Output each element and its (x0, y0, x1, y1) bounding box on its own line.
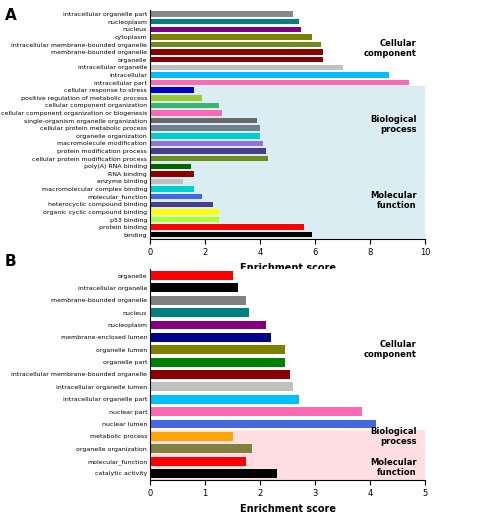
Bar (150, 156, 268, 162)
Bar (150, 27, 301, 32)
Bar (150, 457, 246, 466)
Bar (150, 72, 389, 77)
Bar (150, 42, 320, 47)
Bar (150, 202, 213, 207)
Text: A: A (5, 8, 17, 23)
Bar (150, 430, 425, 467)
Text: Biological
process: Biological process (370, 115, 417, 134)
Text: B: B (5, 254, 16, 269)
Bar (150, 321, 266, 329)
Bar (150, 308, 249, 317)
Bar (150, 126, 260, 131)
Bar (150, 345, 285, 354)
X-axis label: Enrichment score: Enrichment score (240, 504, 336, 513)
Bar (150, 87, 194, 93)
Bar (150, 217, 219, 222)
Bar (150, 80, 408, 85)
Bar (150, 179, 183, 184)
Bar (150, 49, 323, 55)
Bar (150, 395, 298, 404)
Bar (150, 467, 425, 480)
Bar (150, 171, 194, 176)
Bar (150, 141, 263, 146)
Bar (150, 444, 252, 453)
Bar (150, 103, 219, 108)
Bar (150, 110, 222, 116)
Bar (150, 209, 219, 214)
Bar (150, 269, 425, 430)
Bar (150, 118, 257, 123)
Bar (150, 420, 376, 428)
Bar (150, 224, 304, 230)
Bar (150, 65, 342, 70)
Bar (150, 148, 266, 154)
Bar (150, 194, 202, 200)
Bar (150, 370, 290, 379)
Bar (150, 432, 232, 441)
Bar (150, 358, 285, 367)
Bar (150, 333, 271, 342)
Bar (150, 57, 323, 63)
Bar (150, 407, 362, 416)
Bar (150, 382, 293, 391)
Bar (150, 271, 232, 280)
Text: Molecular
function: Molecular function (370, 458, 417, 477)
Bar (150, 11, 293, 17)
Bar (150, 10, 425, 86)
Bar (150, 95, 202, 101)
Bar (150, 469, 276, 478)
Text: Cellular
component: Cellular component (364, 38, 417, 58)
Bar (150, 232, 312, 238)
X-axis label: Enrichment score: Enrichment score (240, 263, 336, 273)
Bar (150, 34, 312, 40)
Text: Biological
process: Biological process (370, 427, 417, 446)
Text: Molecular
function: Molecular function (370, 191, 417, 210)
Bar (150, 283, 238, 292)
Bar (150, 296, 246, 305)
Bar (150, 86, 425, 163)
Bar (150, 19, 298, 25)
Bar (150, 133, 260, 139)
Bar (150, 163, 425, 239)
Text: Cellular
component: Cellular component (364, 340, 417, 360)
Bar (150, 186, 194, 192)
Bar (150, 164, 191, 169)
